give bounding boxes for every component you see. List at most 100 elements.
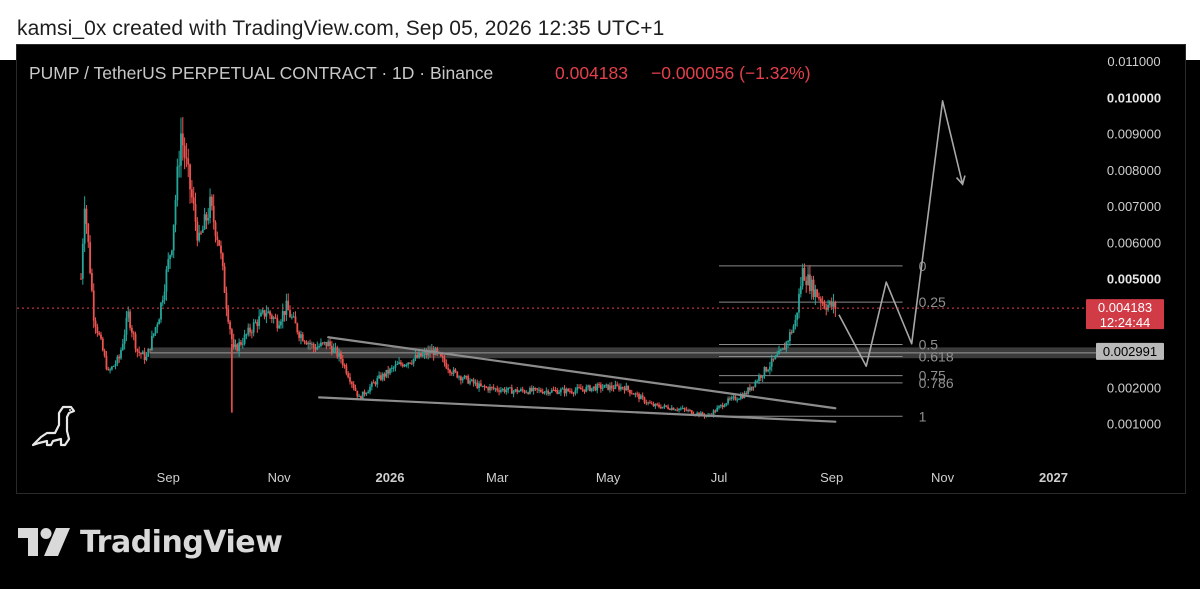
candle-body	[214, 222, 217, 237]
candle-body	[650, 403, 653, 405]
candle-body	[152, 333, 155, 337]
candle-body	[178, 165, 181, 167]
candle-body	[774, 356, 777, 360]
x-tick-label: Nov	[268, 470, 292, 485]
candle-body	[516, 389, 519, 393]
candle-body	[767, 369, 769, 372]
candle-body	[338, 352, 341, 357]
candle-body	[714, 410, 717, 412]
projection-polyline	[838, 100, 964, 368]
candle-body	[583, 389, 586, 392]
candle-body	[503, 388, 506, 392]
candle-body	[354, 387, 357, 391]
candle-body	[156, 324, 159, 328]
candle-body	[160, 302, 162, 320]
candle-body	[340, 352, 342, 360]
candle-body	[456, 371, 459, 378]
candle-body	[281, 311, 284, 322]
candle-body	[290, 316, 293, 318]
candle-body	[125, 317, 128, 335]
candle-body	[745, 392, 748, 394]
candle-body	[514, 389, 517, 392]
candle-body	[799, 286, 802, 294]
candle-body	[172, 224, 175, 251]
fib-level-label: 0.75	[919, 368, 946, 384]
candle-body	[234, 344, 237, 348]
candle-body	[723, 405, 726, 408]
y-tick-label: 0.007000	[1107, 199, 1161, 214]
candle-body	[227, 309, 230, 322]
candle-body	[80, 278, 82, 280]
candle-body	[440, 353, 442, 357]
candle-body	[323, 341, 326, 343]
price-chart[interactable]: 0 0.25 0.50.618 0.750.786 1 PUMP / TetherUS …	[17, 45, 1185, 493]
candle-body	[292, 316, 295, 318]
candle-body	[449, 369, 451, 373]
candle-body	[563, 388, 566, 394]
y-tick-label: 0.001000	[1107, 417, 1161, 432]
level-tag-value: 0.002991	[1103, 344, 1157, 359]
candle-body	[112, 365, 115, 367]
candle-body	[810, 279, 813, 291]
candle-body	[819, 298, 822, 303]
candle-body	[647, 402, 650, 404]
candle-body	[350, 381, 353, 384]
candle-body	[223, 266, 226, 293]
tradingview-brand: TradingView	[18, 524, 283, 560]
candle-body	[643, 397, 646, 403]
candle-body	[605, 384, 608, 386]
support-zone	[150, 347, 1098, 359]
candle-body	[539, 389, 542, 392]
candle-body	[310, 343, 313, 345]
candle-body	[565, 388, 568, 394]
candle-body	[309, 342, 311, 345]
x-axis: Sep Nov 2026 Mar May Jul Sep Nov 2027	[157, 470, 1068, 485]
candle-body	[394, 364, 397, 368]
candle-body	[510, 387, 513, 394]
candle-body	[569, 391, 571, 393]
candle-body	[634, 393, 637, 395]
candle-body	[607, 384, 610, 390]
candle-body	[518, 390, 520, 393]
candle-body	[250, 332, 253, 334]
candle-body	[150, 336, 153, 351]
candle-body	[389, 368, 391, 374]
candle-body	[625, 385, 628, 391]
candle-body	[783, 348, 786, 350]
candle-body	[252, 322, 255, 333]
candle-body	[274, 317, 277, 319]
candle-body	[527, 392, 530, 394]
candle-body	[361, 391, 364, 400]
candle-body	[269, 311, 271, 316]
candle-body	[590, 387, 593, 391]
candle-body	[325, 341, 328, 347]
candle-body	[329, 341, 331, 346]
candle-body	[450, 372, 453, 374]
candle-body	[492, 387, 495, 389]
candle-body	[358, 396, 361, 398]
candle-body	[243, 334, 246, 344]
candle-body	[272, 317, 275, 320]
candle-body	[754, 381, 757, 387]
candle-body	[790, 332, 793, 334]
candle-body	[145, 356, 148, 361]
candle-body	[387, 369, 390, 374]
candle-body	[201, 229, 204, 233]
candle-body	[556, 390, 559, 394]
candle-body	[220, 245, 222, 254]
chart-panel[interactable]: 0 0.25 0.5 0.618 0.75 0.786 1 PUMP / TetherUS …	[16, 44, 1186, 494]
candle-body	[240, 342, 242, 345]
candle-body	[285, 300, 288, 315]
fib-level-label: 0.786	[919, 375, 954, 391]
candle-body	[241, 343, 244, 345]
candle-body	[549, 392, 551, 394]
candle-body	[828, 301, 831, 305]
candle-body	[121, 343, 124, 351]
candle-body	[392, 367, 395, 369]
candle-body	[123, 334, 126, 344]
candle-body	[454, 369, 457, 372]
candle-body	[701, 412, 704, 415]
candle-body	[796, 312, 799, 320]
candle-body	[779, 349, 782, 351]
candle-body	[287, 300, 290, 311]
